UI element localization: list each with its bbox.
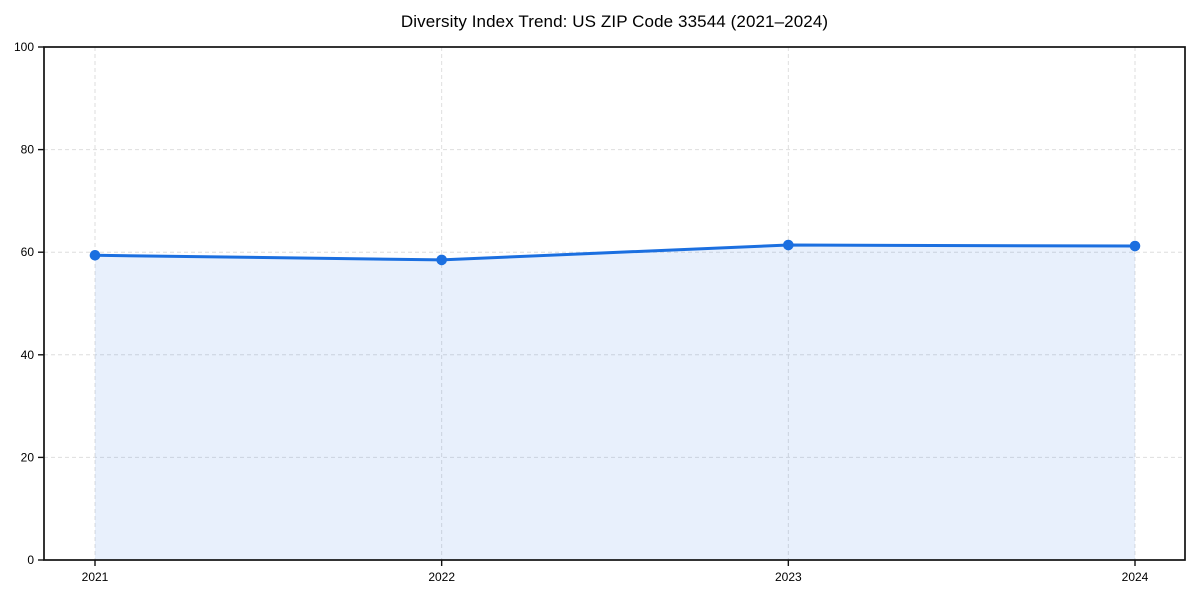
y-axis-tick-label: 100 bbox=[14, 40, 34, 54]
y-axis-ticks bbox=[38, 46, 44, 561]
area-fill bbox=[95, 245, 1135, 560]
y-axis-tick-label: 0 bbox=[27, 553, 34, 567]
y-axis-tick-label: 80 bbox=[21, 143, 35, 157]
x-axis-labels: 2021 2022 2023 2024 bbox=[82, 570, 1149, 584]
vertical-gridlines bbox=[94, 47, 1136, 560]
data-point-markers bbox=[89, 239, 1141, 266]
x-axis-tick-label: 2022 bbox=[428, 570, 455, 584]
data-point-marker bbox=[436, 254, 447, 266]
y-axis-tick-label: 40 bbox=[21, 348, 35, 362]
trend-line bbox=[93, 243, 1137, 262]
x-axis-tick-label: 2024 bbox=[1122, 570, 1149, 584]
data-point-marker bbox=[1129, 240, 1141, 252]
data-point-marker bbox=[89, 249, 101, 261]
data-point-marker bbox=[783, 239, 794, 251]
x-axis-ticks bbox=[94, 560, 1136, 566]
y-axis-labels: 0 20 40 60 80 100 bbox=[14, 40, 34, 567]
chart-title: Diversity Index Trend: US ZIP Code 33544… bbox=[400, 12, 829, 31]
y-axis-tick-label: 60 bbox=[21, 245, 35, 259]
y-axis-tick-label: 20 bbox=[21, 450, 35, 464]
plot-frame bbox=[43, 46, 1186, 561]
x-axis-tick-label: 2023 bbox=[775, 570, 802, 584]
x-axis-tick-label: 2021 bbox=[82, 570, 109, 584]
